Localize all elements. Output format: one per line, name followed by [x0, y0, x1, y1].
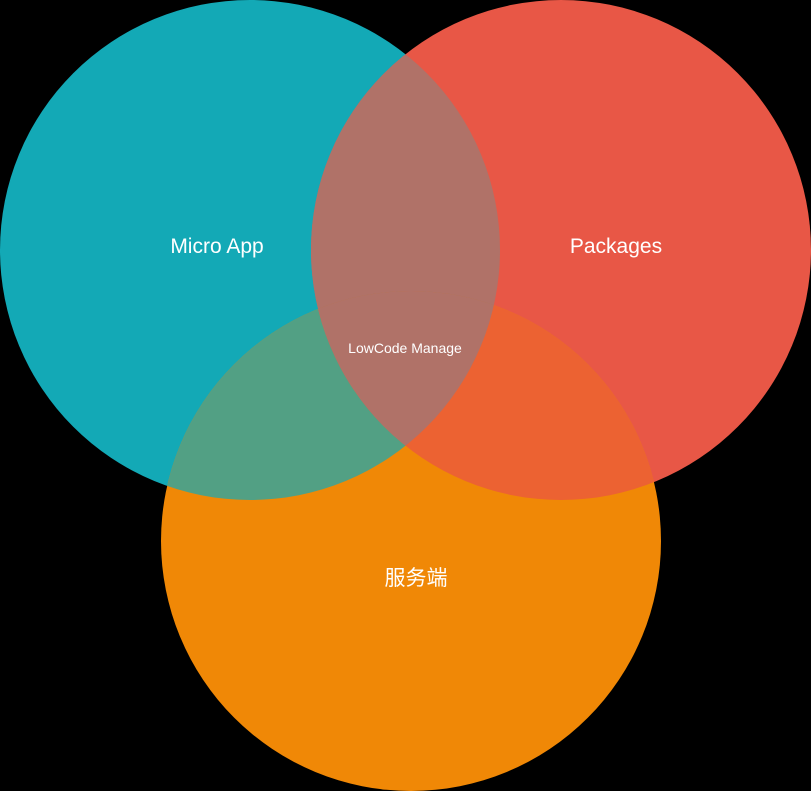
overlap-micro-app-server	[161, 291, 500, 500]
packages-label: Packages	[570, 235, 662, 258]
lowcode-manage-label: LowCode Manage	[348, 340, 462, 356]
overlap-packages-server	[311, 291, 661, 500]
micro-app-label: Micro App	[170, 235, 263, 258]
server-label: 服务端	[385, 567, 448, 590]
